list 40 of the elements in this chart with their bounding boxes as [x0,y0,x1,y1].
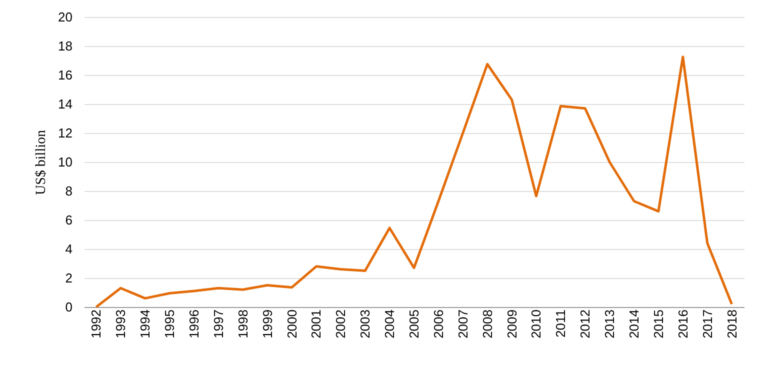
x-tick-label: 2006 [430,310,446,338]
x-tick-label: 1994 [138,310,153,338]
x-tick-label: 1996 [186,310,202,338]
x-tick-label: 1998 [235,310,250,338]
x-tick-label: 2008 [480,310,495,338]
x-tick-label: 2016 [675,310,690,338]
x-tick-label: 2011 [553,310,568,338]
x-tick-label: 1999 [260,310,275,338]
x-tick-label: 2012 [578,310,593,338]
y-tick-label: 12 [58,126,72,140]
y-tick-label: 0 [65,300,72,314]
x-tick-label: 2009 [504,310,520,338]
x-tick-label: 2018 [724,310,740,338]
x-tick-label: 2007 [455,310,470,338]
x-tick-label: 2010 [528,310,544,338]
y-tick-label: 10 [58,154,72,170]
y-tick-label: 20 [58,10,72,24]
x-tick-label: 1995 [162,310,178,338]
y-tick-label: 16 [58,68,72,82]
x-tick-label: 2000 [284,310,300,338]
y-tick-label: 18 [58,38,72,54]
x-tick-label: 2001 [308,310,324,338]
x-tick-label: 2015 [650,310,666,338]
x-tick-label: 2014 [626,310,642,338]
x-tick-label: 2017 [700,310,715,338]
y-tick-label: 4 [65,242,72,256]
x-tick-label: 2003 [358,310,373,338]
y-tick-label: 6 [65,212,72,228]
x-tick-label: 2005 [406,310,422,338]
x-tick-label: 2002 [333,310,348,338]
x-tick-label: 2013 [602,310,618,338]
x-tick-label: 2004 [382,310,398,338]
y-tick-label: 2 [65,270,72,286]
x-tick-label: 1992 [88,310,104,338]
x-tick-label: 1993 [113,310,128,338]
y-axis-title: US$ billion [34,130,50,195]
y-tick-label: 8 [65,184,72,198]
line-series [94,56,734,308]
x-tick-label: 1997 [210,310,226,338]
y-tick-label: 14 [58,96,72,112]
